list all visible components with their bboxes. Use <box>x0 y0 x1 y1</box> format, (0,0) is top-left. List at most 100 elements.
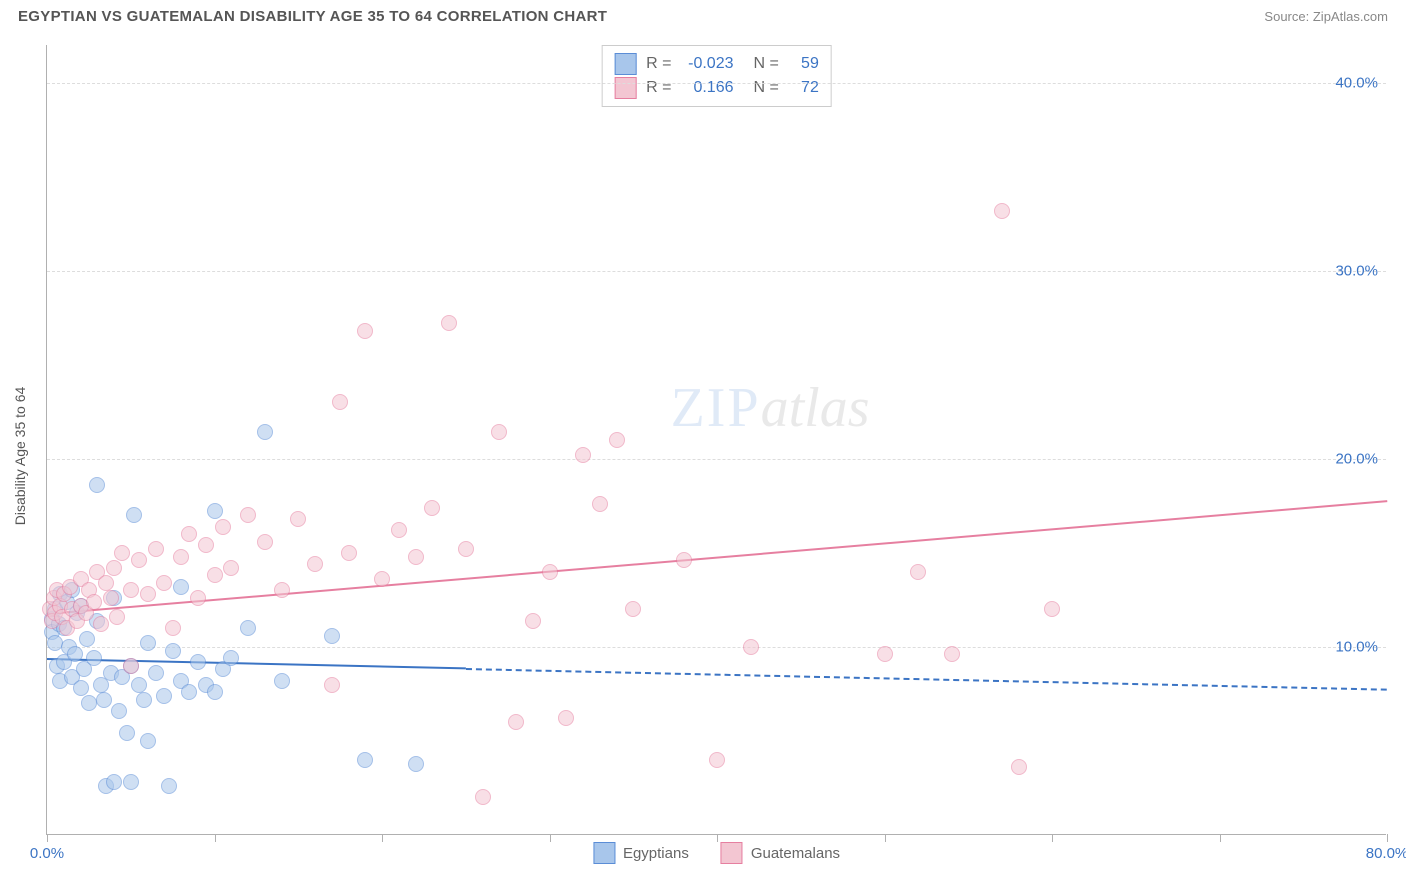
data-point <box>148 541 164 557</box>
data-point <box>257 534 273 550</box>
data-point <box>190 590 206 606</box>
watermark-part1: ZIP <box>671 377 761 439</box>
source-attribution: Source: ZipAtlas.com <box>1264 9 1388 24</box>
data-point <box>709 752 725 768</box>
data-point <box>156 688 172 704</box>
r-value: -0.023 <box>682 52 734 76</box>
data-point <box>161 778 177 794</box>
legend-item: Egyptians <box>593 842 689 864</box>
data-point <box>190 654 206 670</box>
data-point <box>165 620 181 636</box>
data-point <box>609 432 625 448</box>
data-point <box>441 315 457 331</box>
data-point <box>592 496 608 512</box>
stats-row: R =-0.023N =59 <box>614 52 819 76</box>
y-tick-label: 10.0% <box>1335 638 1378 655</box>
x-tick-label: 80.0% <box>1366 845 1406 862</box>
y-tick-label: 30.0% <box>1335 262 1378 279</box>
trend-line <box>466 668 1387 691</box>
data-point <box>131 677 147 693</box>
series-swatch <box>614 53 636 75</box>
data-point <box>374 571 390 587</box>
data-point <box>575 447 591 463</box>
data-point <box>307 556 323 572</box>
data-point <box>274 673 290 689</box>
legend-bottom: Egyptians Guatemalans <box>593 842 840 864</box>
data-point <box>181 684 197 700</box>
y-tick-label: 40.0% <box>1335 74 1378 91</box>
data-point <box>140 586 156 602</box>
x-tick <box>382 834 383 842</box>
gridline-horizontal <box>47 647 1386 648</box>
data-point <box>136 692 152 708</box>
data-point <box>994 203 1010 219</box>
data-point <box>123 658 139 674</box>
y-axis-title: Disability Age 35 to 64 <box>12 387 28 526</box>
data-point <box>111 703 127 719</box>
data-point <box>106 774 122 790</box>
data-point <box>542 564 558 580</box>
data-point <box>408 549 424 565</box>
data-point <box>215 519 231 535</box>
r-label: R = <box>646 76 671 100</box>
data-point <box>89 477 105 493</box>
data-point <box>173 579 189 595</box>
x-tick <box>885 834 886 842</box>
data-point <box>173 549 189 565</box>
data-point <box>525 613 541 629</box>
data-point <box>98 575 114 591</box>
data-point <box>357 752 373 768</box>
correlation-stats-box: R =-0.023N =59R =0.166N =72 <box>601 45 832 107</box>
watermark-part2: atlas <box>761 377 870 439</box>
data-point <box>73 680 89 696</box>
data-point <box>240 507 256 523</box>
plot-area: ZIPatlas R =-0.023N =59R =0.166N =72 Egy… <box>46 45 1386 835</box>
data-point <box>86 594 102 610</box>
gridline-horizontal <box>47 459 1386 460</box>
x-tick <box>1220 834 1221 842</box>
x-tick <box>47 834 48 842</box>
data-point <box>207 684 223 700</box>
data-point <box>96 692 112 708</box>
data-point <box>207 567 223 583</box>
legend-swatch <box>721 842 743 864</box>
data-point <box>475 789 491 805</box>
n-value: 72 <box>789 76 819 100</box>
source-label: Source: <box>1264 9 1309 24</box>
data-point <box>274 582 290 598</box>
data-point <box>140 733 156 749</box>
data-point <box>123 582 139 598</box>
data-point <box>223 560 239 576</box>
data-point <box>140 635 156 651</box>
data-point <box>625 601 641 617</box>
x-tick <box>215 834 216 842</box>
data-point <box>156 575 172 591</box>
data-point <box>79 631 95 647</box>
data-point <box>1011 759 1027 775</box>
data-point <box>508 714 524 730</box>
r-label: R = <box>646 52 671 76</box>
r-value: 0.166 <box>682 76 734 100</box>
data-point <box>290 511 306 527</box>
x-tick <box>1052 834 1053 842</box>
data-point <box>357 323 373 339</box>
data-point <box>181 526 197 542</box>
data-point <box>81 695 97 711</box>
y-tick-label: 20.0% <box>1335 450 1378 467</box>
data-point <box>424 500 440 516</box>
legend-swatch <box>593 842 615 864</box>
data-point <box>332 394 348 410</box>
data-point <box>119 725 135 741</box>
x-tick <box>1387 834 1388 842</box>
data-point <box>1044 601 1060 617</box>
data-point <box>223 650 239 666</box>
chart-header: EGYPTIAN VS GUATEMALAN DISABILITY AGE 35… <box>0 0 1406 31</box>
data-point <box>103 590 119 606</box>
data-point <box>198 537 214 553</box>
data-point <box>114 545 130 561</box>
x-tick <box>550 834 551 842</box>
data-point <box>558 710 574 726</box>
data-point <box>743 639 759 655</box>
data-point <box>408 756 424 772</box>
legend-label: Guatemalans <box>751 845 840 862</box>
